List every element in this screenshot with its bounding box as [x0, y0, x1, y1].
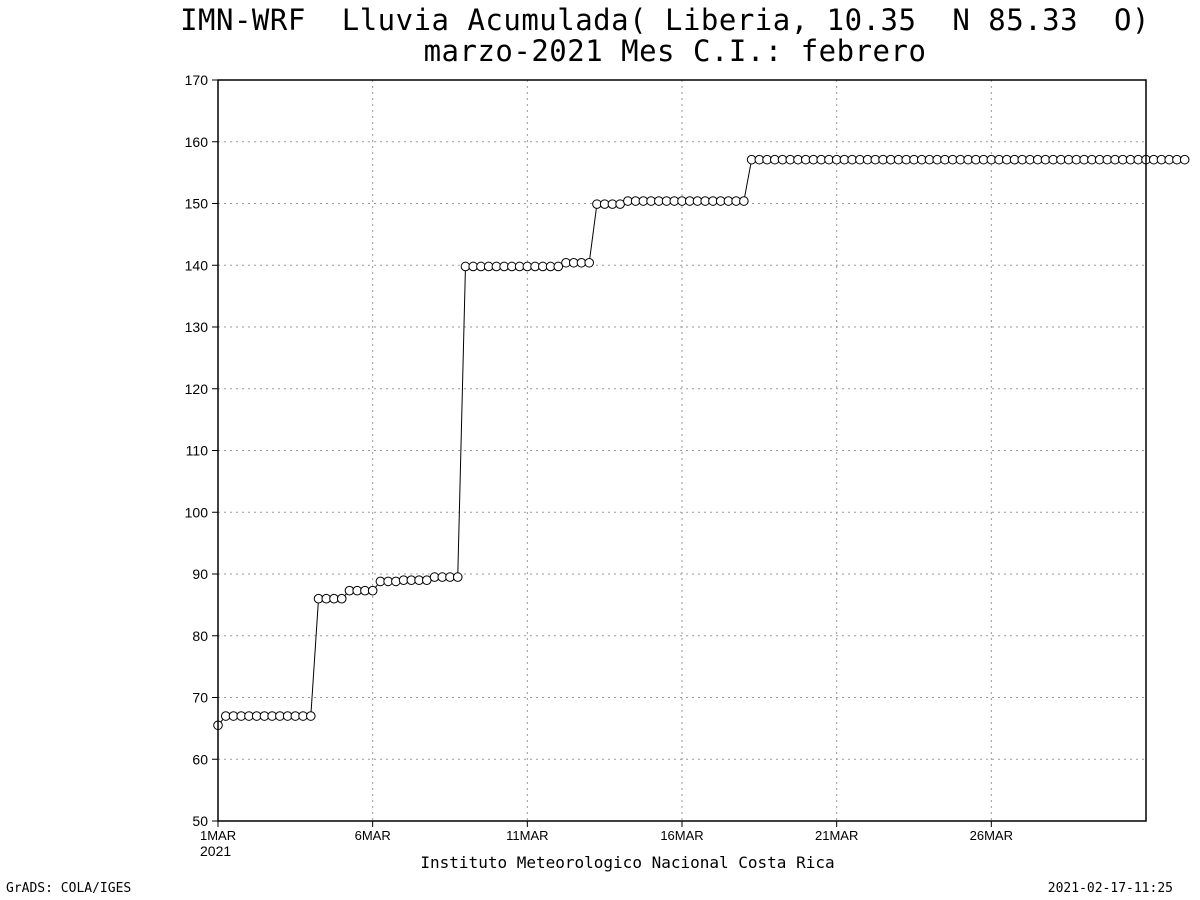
y-tick-label: 90: [192, 566, 208, 582]
data-point: [553, 261, 564, 272]
data-point: [739, 196, 749, 206]
data-point: [367, 585, 378, 596]
chart-subtitle: marzo-2021 Mes C.I.: febrero: [423, 34, 927, 68]
x-tick-label: 26MAR: [970, 828, 1013, 843]
x-tick-label: 11MAR: [506, 828, 548, 843]
series-accumulated-rain: [213, 154, 1190, 731]
y-tick-label: 170: [185, 72, 209, 88]
chart-title: IMN-WRF Lluvia Acumulada( Liberia, 10.35…: [180, 3, 1150, 37]
y-tick-label: 60: [192, 751, 208, 767]
y-tick-label: 70: [192, 690, 208, 706]
y-tick-label: 130: [185, 319, 209, 335]
x-tick-year-label: 2021: [200, 843, 231, 859]
credit-label: Instituto Meteorologico Nacional Costa R…: [420, 853, 835, 872]
y-tick-label: 100: [185, 504, 209, 520]
data-point: [1179, 154, 1190, 165]
data-point: [391, 576, 401, 587]
y-tick-label: 160: [185, 134, 209, 150]
y-tick-label: 80: [192, 628, 208, 644]
grid-lines: [218, 80, 1146, 821]
grads-footer: GrADS: COLA/IGES: [6, 881, 132, 896]
data-point: [336, 593, 347, 604]
y-axis: 50 60 70 80 90 100 110 120 130 140 150 160 170: [185, 72, 218, 829]
x-tick-label: 16MAR: [660, 828, 703, 843]
series-line: [217, 159, 1185, 726]
data-point: [452, 572, 463, 582]
x-tick-label: 21MAR: [815, 828, 858, 843]
timestamp-footer: 2021-02-17-11:25: [1047, 881, 1173, 896]
y-tick-label: 120: [185, 381, 209, 397]
y-tick-label: 50: [192, 813, 208, 829]
x-tick-label: 1MAR: [200, 828, 236, 843]
data-point: [306, 711, 316, 721]
data-point: [584, 257, 595, 268]
x-tick-label: 6MAR: [355, 828, 391, 843]
y-tick-label: 110: [186, 443, 209, 459]
y-tick-label: 150: [185, 196, 209, 212]
y-tick-label: 140: [185, 257, 209, 273]
